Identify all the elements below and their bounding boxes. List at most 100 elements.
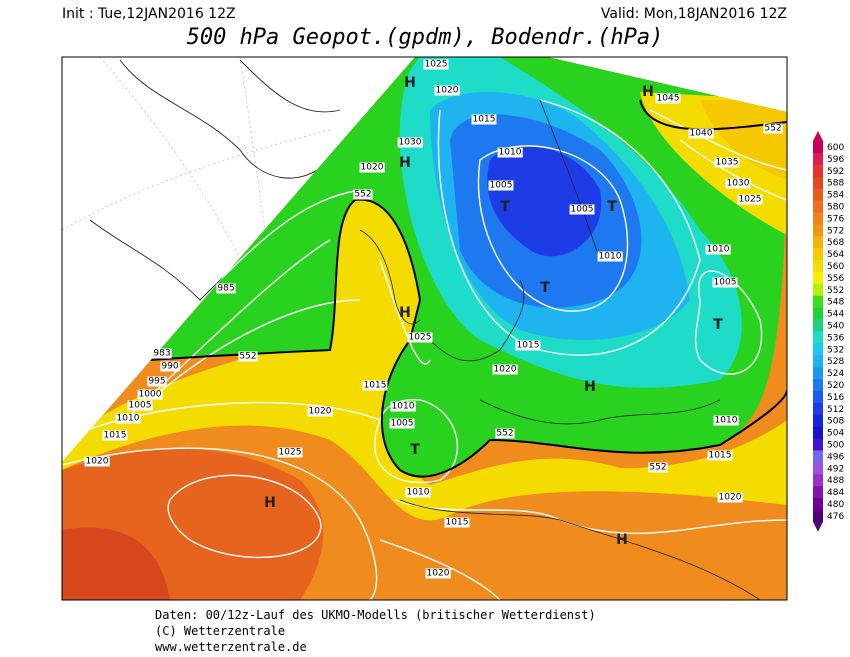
colorbar-cell: [813, 462, 823, 475]
isobar-label: 1010: [499, 148, 522, 158]
isobar-label: 1005: [571, 205, 594, 215]
isobar-label: 1020: [436, 86, 459, 96]
isobar-label: 1020: [494, 365, 517, 375]
colorbar-cell: [813, 450, 823, 463]
label-box: [84, 456, 110, 467]
label-box: [425, 568, 451, 579]
isobar-label: 1020: [86, 457, 109, 467]
label-box: [712, 277, 738, 288]
colorbar-tick-label: 500: [827, 440, 844, 450]
label-box: [115, 413, 141, 424]
label-box: [705, 244, 731, 255]
isobar-label: 1010: [392, 402, 415, 412]
isobar-label: 990: [161, 362, 178, 372]
label-box: [713, 415, 739, 426]
coastlines: [359, 99, 761, 600]
colorbar-tick-label: 488: [827, 476, 844, 486]
label-box: [714, 157, 740, 168]
isobar-label: 1020: [427, 569, 450, 579]
pressure-center: H: [399, 305, 411, 321]
isobar-label: 1010: [407, 488, 430, 498]
colorbar-tick-label: 568: [827, 238, 844, 248]
colorbar-tick-label: 508: [827, 417, 844, 427]
colorbar-top-arrow: [813, 131, 823, 141]
label-box: [444, 517, 470, 528]
colorbar-tick-label: 584: [827, 191, 844, 201]
label-box: [160, 361, 180, 372]
colorbar-tick-label: 544: [827, 310, 844, 320]
map-title: 500 hPa Geopot.(gpdm), Bodendr.(hPa): [187, 25, 664, 50]
isobar-label: 1040: [690, 129, 713, 139]
colorbar-cell: [813, 283, 823, 296]
colorbar-cell: [813, 402, 823, 415]
pressure-center: H: [399, 155, 411, 171]
colorbar-cell: [813, 474, 823, 487]
label-box: [725, 178, 751, 189]
colorbar-tick-label: 540: [827, 321, 844, 331]
colorbar-cell: [813, 295, 823, 308]
label-box: [216, 283, 236, 294]
isobar-label: 1025: [425, 60, 448, 70]
isobar-label: 1005: [714, 278, 737, 288]
colorbar-tick-label: 528: [827, 357, 844, 367]
isobar-label: 1005: [391, 419, 414, 429]
isobar-label: 1020: [719, 493, 742, 503]
colorbar-tick-label: 520: [827, 381, 844, 391]
isobar-label: 1025: [409, 333, 432, 343]
colorbar-cell: [813, 307, 823, 320]
isobar-label: 985: [217, 284, 234, 294]
colorbar-tick-label: 572: [827, 226, 844, 236]
label-box: [434, 85, 460, 96]
map-labels: H H H H H H H T T T T T 1025 1020 1015 1030 1020 1010 1005…: [84, 59, 783, 579]
label-box: [655, 93, 681, 104]
colorbar-tick-label: 564: [827, 250, 844, 260]
label-box: [492, 364, 518, 375]
label-box: [397, 137, 423, 148]
colorbar-tick-label: 516: [827, 393, 844, 403]
colorbar-cell: [813, 200, 823, 213]
label-box: [569, 204, 595, 215]
label-box: [648, 462, 668, 473]
isobar-label: 1000: [139, 390, 162, 400]
label-box: [102, 430, 128, 441]
label-box: [389, 418, 415, 429]
label-box: [707, 450, 733, 461]
colorbar-cell: [813, 509, 823, 523]
label-box: [353, 189, 373, 200]
label-box: [277, 447, 303, 458]
colorbar-tick-label: 588: [827, 179, 844, 189]
init-time: Init : Tue,12JAN2016 12Z: [62, 6, 236, 22]
colorbar-bottom-arrow: [813, 521, 823, 532]
colorbar-cell: [813, 390, 823, 404]
colorbar-tick-label: 536: [827, 333, 844, 343]
colorbar-tick-label: 496: [827, 452, 844, 462]
pressure-center: H: [264, 495, 276, 511]
colorbar-tick-label: 512: [827, 405, 844, 415]
isobar-label: 1035: [716, 158, 739, 168]
colorbar-tick-label: 580: [827, 202, 844, 212]
colorbar-cell: [813, 188, 823, 201]
colorbar-tick-label: 524: [827, 369, 844, 379]
isobar-label: 1015: [709, 451, 732, 461]
colorbar-tick-label: 548: [827, 298, 844, 308]
label-box: [688, 128, 714, 139]
colorbar-tick-label: 484: [827, 488, 844, 498]
colorbar-cell: [813, 438, 823, 451]
colorbar-tick-label: 592: [827, 167, 844, 177]
footer-line: www.wetterzentrale.de: [155, 640, 307, 654]
pressure-center: H: [404, 75, 416, 91]
colorbar-cell: [813, 212, 823, 225]
label-box: [597, 251, 623, 262]
colorbar-tick-label: 504: [827, 429, 844, 439]
colorbar-cell: [813, 331, 823, 344]
isobar-label: 1005: [490, 181, 513, 191]
contour-label: 552: [764, 124, 781, 134]
isobar-label: 1010: [707, 245, 730, 255]
colorbar-cell: [813, 164, 823, 177]
label-box: [471, 114, 497, 125]
isobar-label: 1025: [279, 448, 302, 458]
colorbar-tick-label: 596: [827, 155, 844, 165]
isobar-label: 1030: [727, 179, 750, 189]
